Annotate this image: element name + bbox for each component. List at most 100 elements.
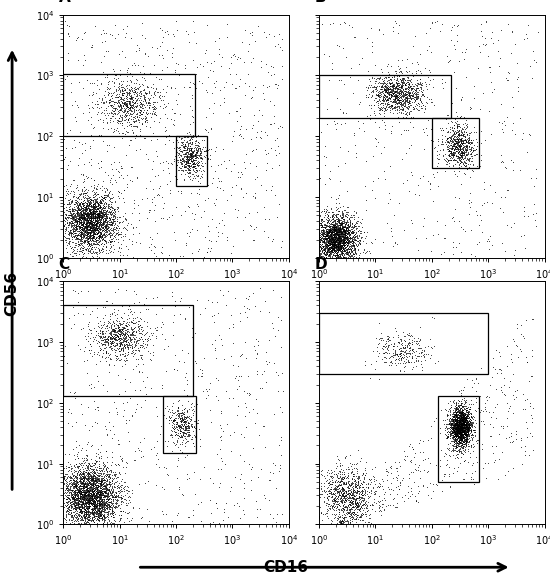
Point xyxy=(466,430,475,440)
Point xyxy=(347,510,356,519)
Point xyxy=(392,239,401,248)
Point xyxy=(403,352,411,361)
Point xyxy=(265,81,274,91)
Point xyxy=(391,94,400,103)
Point xyxy=(457,408,466,417)
Point xyxy=(455,142,464,151)
Point xyxy=(356,489,365,499)
Point xyxy=(462,161,471,170)
Point xyxy=(443,110,452,120)
Point xyxy=(100,198,108,207)
Point xyxy=(126,76,135,86)
Point xyxy=(170,438,179,448)
Point xyxy=(276,461,284,470)
Point xyxy=(341,237,350,246)
Point xyxy=(326,192,335,202)
Point xyxy=(334,504,343,513)
Point xyxy=(69,479,78,489)
Point xyxy=(65,488,74,498)
Point xyxy=(72,484,81,493)
Point xyxy=(96,217,105,227)
Point xyxy=(459,423,468,432)
Point xyxy=(88,219,97,229)
Point xyxy=(81,503,90,512)
Point xyxy=(69,486,78,496)
Point xyxy=(339,236,348,246)
Point xyxy=(333,209,342,219)
Point xyxy=(89,217,97,227)
Point xyxy=(68,203,76,213)
Point xyxy=(100,210,109,220)
Point xyxy=(104,485,113,495)
Point xyxy=(84,227,92,237)
Point xyxy=(315,227,323,236)
Point xyxy=(448,417,457,426)
Point xyxy=(102,488,111,497)
Point xyxy=(195,154,204,163)
Point xyxy=(187,146,196,155)
Point xyxy=(187,432,196,441)
Point xyxy=(328,234,337,243)
Point xyxy=(451,431,460,441)
Point xyxy=(119,316,128,326)
Point xyxy=(372,90,381,100)
Point xyxy=(339,227,348,236)
Point xyxy=(90,512,99,521)
Point xyxy=(364,247,373,256)
Point xyxy=(344,227,353,237)
Point xyxy=(446,144,455,154)
Point xyxy=(62,199,71,209)
Point xyxy=(393,91,402,100)
Point xyxy=(453,421,461,431)
Point xyxy=(315,210,324,220)
Point xyxy=(456,150,465,159)
Point xyxy=(462,151,471,160)
Point xyxy=(130,348,139,357)
Point xyxy=(123,107,132,116)
Point xyxy=(338,239,347,248)
Point xyxy=(379,166,388,176)
Point xyxy=(466,403,475,412)
Point xyxy=(110,516,119,526)
Point xyxy=(84,495,93,504)
Point xyxy=(108,492,117,502)
Point xyxy=(429,169,438,179)
Point xyxy=(210,79,218,88)
Point xyxy=(117,90,126,100)
Point xyxy=(373,173,382,183)
Point xyxy=(327,227,336,237)
Point xyxy=(359,495,368,504)
Point xyxy=(333,251,342,261)
Point xyxy=(182,424,190,434)
Point xyxy=(354,497,363,506)
Point xyxy=(100,461,109,470)
Point xyxy=(95,203,104,212)
Point xyxy=(86,240,95,250)
Point xyxy=(106,461,115,470)
Point xyxy=(343,203,352,212)
Point xyxy=(450,414,459,424)
Point xyxy=(411,99,420,108)
Point xyxy=(114,483,123,493)
Point xyxy=(320,205,328,214)
Point xyxy=(118,347,127,356)
Point xyxy=(175,432,184,442)
Point xyxy=(345,491,354,500)
Point xyxy=(332,469,340,479)
Point xyxy=(320,253,329,263)
Point xyxy=(322,235,331,244)
Point xyxy=(107,180,116,189)
Point xyxy=(59,227,68,236)
Point xyxy=(470,421,479,431)
Point xyxy=(450,418,459,427)
Point xyxy=(150,108,159,117)
Point xyxy=(100,217,108,226)
Point xyxy=(97,493,106,502)
Point xyxy=(456,424,465,434)
Point xyxy=(499,207,508,217)
Point xyxy=(74,476,83,485)
Point xyxy=(89,481,97,490)
Point xyxy=(82,200,91,209)
Point xyxy=(456,423,465,432)
Point xyxy=(171,108,180,117)
